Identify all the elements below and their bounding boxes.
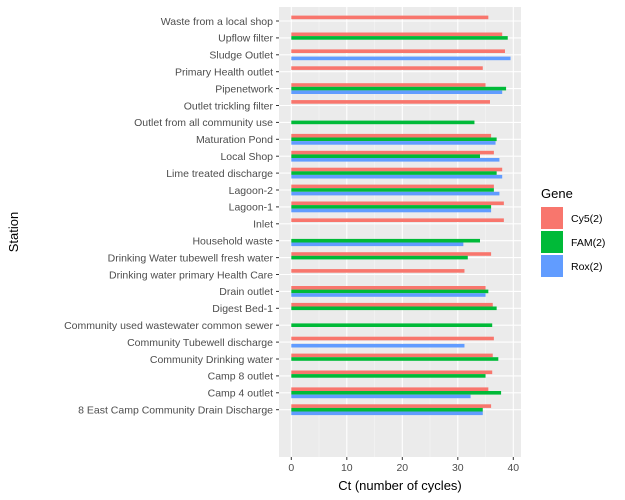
y-axis-title: Station: [6, 212, 21, 252]
bar: [291, 242, 464, 247]
bar: [291, 336, 494, 341]
bar: [291, 154, 480, 158]
bar: [291, 205, 492, 209]
x-tick-label: 30: [452, 462, 464, 474]
bar: [291, 141, 496, 145]
y-tick-label: Local Shop: [220, 151, 273, 163]
x-tick-label: 0: [288, 462, 294, 474]
bar: [291, 323, 493, 327]
legend-label: FAM(2): [571, 237, 605, 249]
bar: [291, 374, 486, 378]
bar: [291, 286, 486, 290]
x-tick-label: 40: [507, 462, 519, 474]
y-tick-label: Community used wastewater common sewer: [64, 320, 273, 332]
bar: [291, 32, 503, 37]
legend-key: [541, 207, 563, 229]
x-axis-tick-labels: 0 10 20 30 40: [288, 462, 519, 474]
bar: [291, 191, 500, 196]
y-tick-label: Community Drinking water: [150, 354, 274, 366]
bar: [291, 391, 502, 395]
bar: [291, 184, 494, 189]
y-axis-tick-labels: Waste from a local shop Upflow filter Slud…: [64, 16, 274, 417]
bar: [291, 171, 497, 175]
bar: [291, 370, 493, 375]
bar: [291, 289, 489, 294]
bar: [291, 411, 483, 416]
x-axis-title: Ct (number of cycles): [338, 478, 462, 493]
y-tick-label: Digest Bed-1: [212, 303, 273, 315]
bar: [291, 56, 511, 61]
bar: [291, 293, 486, 297]
bar: [291, 167, 503, 172]
bar: [291, 120, 475, 125]
bar: [291, 353, 493, 358]
y-tick-label: Sludge Outlet: [209, 50, 273, 62]
bar: [291, 100, 490, 104]
bar: [291, 394, 471, 399]
bar: [291, 83, 486, 87]
y-tick-label: Outlet from all community use: [134, 117, 273, 129]
minor-gridlines: [318, 7, 486, 457]
legend-key: [541, 231, 563, 253]
legend-label: Rox(2): [571, 261, 603, 273]
y-axis-ticks: [276, 20, 279, 411]
y-tick-label: Outlet trickling filter: [184, 100, 274, 112]
y-tick-label: Camp 8 outlet: [208, 371, 273, 383]
y-tick-label: Household waste: [192, 236, 273, 248]
bar: [291, 150, 494, 155]
y-tick-label: Camp 4 outlet: [208, 388, 273, 400]
y-tick-label: Drain outlet: [219, 286, 273, 298]
bar: [291, 133, 492, 138]
y-tick-label: Maturation Pond: [196, 134, 273, 146]
y-tick-label: Community Tubewell discharge: [127, 337, 273, 349]
legend-title: Gene: [541, 186, 573, 201]
y-tick-label: Waste from a local shop: [161, 16, 273, 28]
bar: [291, 66, 483, 70]
bar: [291, 404, 492, 408]
bar: [291, 343, 465, 348]
y-tick-label: Drinking water primary Health Care: [109, 269, 273, 281]
bar: [291, 174, 503, 179]
bar: [291, 90, 503, 94]
bar: [291, 15, 489, 20]
bar: [291, 238, 480, 243]
bar: [291, 407, 483, 412]
y-tick-label: Lime treated discharge: [166, 168, 273, 180]
bar: [291, 255, 468, 260]
bar-marks: [291, 15, 511, 416]
y-tick-label: Drinking Water tubewell fresh water: [108, 252, 274, 264]
bar: [291, 158, 500, 162]
legend-label: Cy5(2): [571, 213, 603, 225]
bar: [291, 49, 505, 53]
x-axis-ticks: [290, 457, 514, 460]
x-tick-label: 20: [396, 462, 408, 474]
y-tick-label: Pipenetwork: [215, 83, 274, 95]
bar: [291, 208, 492, 213]
bar: [291, 36, 508, 40]
bar: [291, 86, 507, 91]
y-tick-label: Lagoon-2: [229, 185, 274, 197]
bar: [291, 306, 497, 311]
y-tick-label: Upflow filter: [218, 33, 273, 45]
bar: [291, 302, 493, 307]
bar: [291, 387, 489, 391]
bar: [291, 137, 497, 142]
legend-key: [541, 255, 563, 277]
bar: [291, 252, 492, 256]
y-tick-label: Lagoon-1: [229, 202, 274, 214]
bar: [291, 269, 465, 273]
bar: [291, 218, 504, 222]
y-tick-label: Primary Health outlet: [175, 67, 273, 79]
x-tick-label: 10: [341, 462, 353, 474]
y-tick-label: Inlet: [253, 219, 273, 231]
bar: [291, 188, 494, 192]
bar: [291, 357, 499, 361]
bar: [291, 201, 504, 206]
legend: Gene Cy5(2) FAM(2) Rox(2): [541, 186, 605, 277]
y-tick-label: 8 East Camp Community Drain Discharge: [78, 405, 273, 417]
